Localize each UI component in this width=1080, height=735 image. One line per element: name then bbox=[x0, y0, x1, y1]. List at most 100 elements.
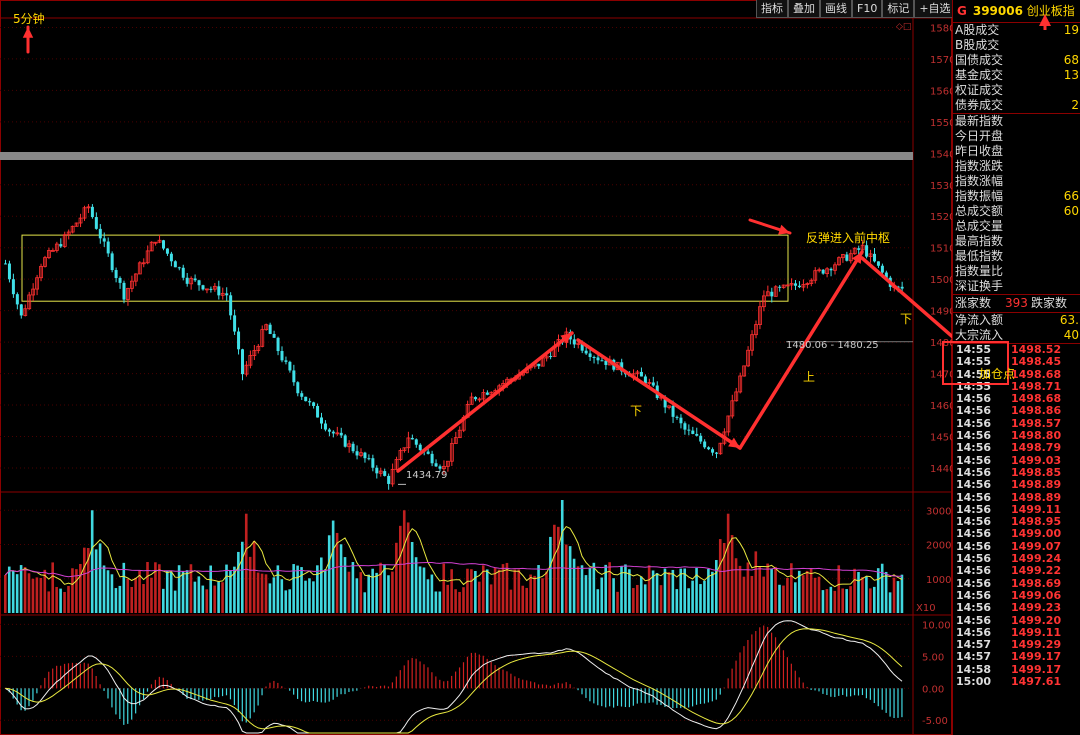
macd-tick-label: 10.00 bbox=[922, 620, 951, 631]
volume-bar bbox=[659, 585, 663, 613]
turnover-rows: A股成交 19 B股成交 国债成交 68 基金成交 13 权证成交 债券成交 2 bbox=[953, 23, 1080, 113]
tick-row[interactable]: 14:56 1498.89 bbox=[953, 491, 1080, 504]
tick-row[interactable]: 14:56 1499.22 bbox=[953, 565, 1080, 578]
tick-row[interactable]: 14:56 1499.23 bbox=[953, 601, 1080, 614]
tick-row[interactable]: 14:57 1499.29 bbox=[953, 638, 1080, 652]
tick-row[interactable]: 14:56 1499.03 bbox=[953, 454, 1080, 467]
stat-label: 最新指数 bbox=[955, 114, 1004, 128]
tick-row[interactable]: 14:56 1498.68 bbox=[953, 392, 1080, 405]
volume-bar bbox=[786, 578, 789, 613]
volume-bar bbox=[225, 564, 228, 613]
candle-body bbox=[11, 279, 15, 295]
candle-body bbox=[549, 356, 553, 358]
horizontal-band bbox=[0, 152, 913, 160]
tick-row[interactable]: 15:00 1497.61 bbox=[953, 675, 1080, 688]
tick-row[interactable]: 14:56 1498.86 bbox=[953, 404, 1080, 418]
tick-row[interactable]: 14:55 1498.45 bbox=[953, 355, 1080, 368]
volume-bar bbox=[106, 570, 110, 613]
volume-bar bbox=[43, 569, 47, 613]
quote-panel: G 399006 创业板指 A股成交 19 B股成交 国债成交 68 基金成交 13 权证成交债… bbox=[952, 0, 1080, 735]
volume-bar bbox=[280, 579, 284, 613]
candle-body bbox=[304, 396, 308, 402]
add-watchlist-button[interactable]: +自选 bbox=[914, 0, 956, 18]
stat-row: B股成交 bbox=[953, 38, 1080, 53]
tick-row[interactable]: 14:56 1499.07 bbox=[953, 540, 1080, 553]
tick-price: 1498.52 bbox=[1011, 343, 1062, 356]
tick-row[interactable]: 14:56 1498.57 bbox=[953, 417, 1080, 430]
volume-bar bbox=[699, 584, 702, 613]
stat-label: 大宗流入 bbox=[955, 328, 1004, 342]
stat-row: 最新指数 bbox=[953, 114, 1080, 129]
candle-body bbox=[280, 351, 284, 361]
volume-bar bbox=[272, 577, 276, 613]
volume-bar bbox=[797, 570, 801, 613]
volume-bar bbox=[268, 583, 272, 613]
tick-row[interactable]: 14:56 1499.20 bbox=[953, 614, 1080, 627]
volume-bar bbox=[51, 562, 54, 613]
volume-bar bbox=[288, 589, 291, 613]
volume-tick-label: 20000 bbox=[926, 541, 952, 552]
tick-row[interactable]: 14:56 1499.00 bbox=[953, 527, 1080, 541]
stat-row: 指数涨跌 bbox=[953, 159, 1080, 174]
volume-bar bbox=[213, 585, 216, 613]
down-annotation: 下 bbox=[630, 404, 642, 418]
period-label[interactable]: 5分钟 bbox=[13, 12, 45, 26]
candle-body bbox=[162, 240, 165, 249]
tick-row[interactable]: 14:56 1499.24 bbox=[953, 552, 1080, 565]
tick-price: 1499.11 bbox=[1011, 502, 1062, 516]
candle-body bbox=[730, 400, 735, 417]
candle-body bbox=[62, 234, 67, 247]
tick-row[interactable]: 14:56 1499.11 bbox=[953, 502, 1080, 516]
tick-price: 1499.29 bbox=[1011, 638, 1062, 652]
tick-row[interactable]: 14:56 1498.95 bbox=[953, 515, 1080, 528]
volume-bar bbox=[150, 577, 153, 613]
volume-bar bbox=[865, 576, 868, 613]
f10-button[interactable]: F10 bbox=[852, 0, 883, 18]
volume-bar bbox=[15, 574, 19, 613]
advance-decline-row: 涨家数 393 跌家数 bbox=[953, 294, 1080, 313]
tick-row[interactable]: 14:56 1499.11 bbox=[953, 626, 1080, 639]
candle-body bbox=[248, 355, 253, 366]
volume-bar bbox=[244, 513, 248, 613]
candle-body bbox=[679, 417, 683, 424]
tick-row[interactable]: 14:56 1499.06 bbox=[953, 589, 1080, 602]
stat-value: 60 bbox=[1063, 204, 1079, 218]
volume-bar bbox=[853, 568, 856, 613]
candle-body bbox=[59, 244, 63, 247]
tick-row[interactable]: 14:56 1498.79 bbox=[953, 442, 1080, 455]
tick-row[interactable]: 14:56 1498.80 bbox=[953, 429, 1080, 442]
stat-row: 昨日收盘 bbox=[953, 144, 1080, 159]
volume-bar bbox=[418, 566, 422, 613]
draw-line-button[interactable]: 画线 bbox=[820, 0, 852, 18]
overlay-button[interactable]: 叠加 bbox=[788, 0, 820, 18]
stat-label: A股成交 bbox=[955, 23, 1000, 37]
volume-bar bbox=[750, 575, 754, 613]
tick-row[interactable]: 14:56 1498.85 bbox=[953, 466, 1080, 479]
trend-arrow-down-1 bbox=[576, 338, 742, 450]
tick-row[interactable]: 14:56 1498.89 bbox=[953, 478, 1080, 491]
tick-price: 1498.86 bbox=[1011, 404, 1062, 418]
volume-bar bbox=[300, 567, 303, 613]
price-tick-label: 1520 bbox=[930, 212, 952, 223]
tick-row[interactable]: 14:56 1498.69 bbox=[953, 577, 1080, 590]
candle-body bbox=[90, 206, 94, 218]
candle-body bbox=[794, 283, 797, 286]
volume-bar bbox=[801, 575, 805, 613]
candle-body bbox=[363, 452, 367, 459]
indicator-button[interactable]: 指标 bbox=[756, 0, 788, 18]
candle-body bbox=[284, 360, 288, 362]
tick-row[interactable]: 14:58 1499.17 bbox=[953, 663, 1080, 676]
candle-body bbox=[651, 382, 655, 386]
tick-list[interactable]: 14:55 1498.52 14:55 1498.45 14:55 1498.68 14:5… bbox=[953, 343, 1080, 688]
mark-button[interactable]: 标记 bbox=[882, 0, 915, 18]
candle-body bbox=[884, 272, 888, 278]
tick-row[interactable]: 14:57 1499.17 bbox=[953, 651, 1080, 664]
candle-body bbox=[675, 416, 679, 418]
candle-body bbox=[778, 286, 782, 288]
stat-label: 指数涨幅 bbox=[955, 174, 1004, 188]
volume-bar bbox=[774, 566, 777, 613]
tick-price: 1499.00 bbox=[1011, 527, 1062, 541]
volume-bar bbox=[94, 549, 98, 613]
volume-bar bbox=[485, 569, 489, 613]
volume-bar bbox=[359, 572, 363, 613]
